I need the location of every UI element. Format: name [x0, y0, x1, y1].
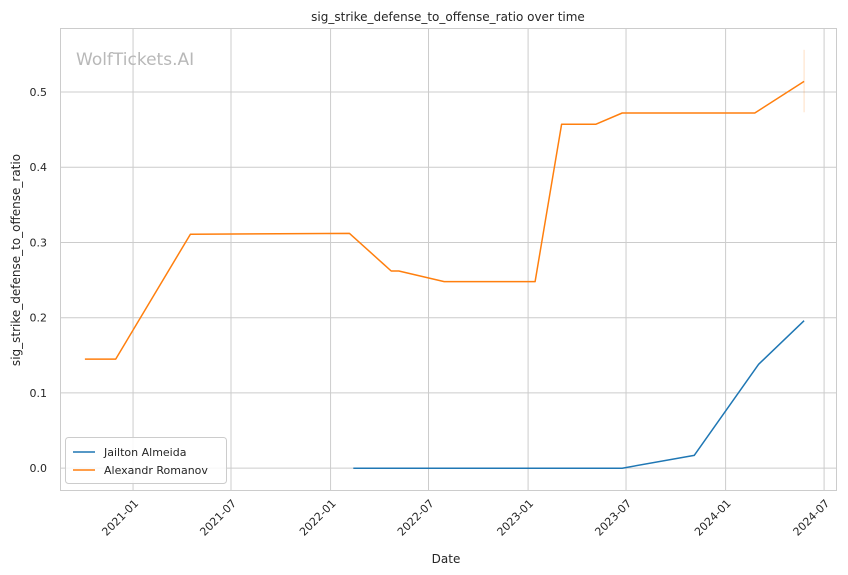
x-tick-label: 2021-01 [99, 497, 141, 539]
y-axis-title: sig_strike_defense_to_offense_ratio [9, 154, 23, 366]
series-lines [84, 49, 805, 469]
plot-area [60, 28, 837, 491]
x-tick-label: 2024-07 [791, 497, 833, 539]
y-tick-label: 0.5 [30, 86, 48, 99]
y-tick-label: 0.3 [30, 236, 48, 249]
chart-title: sig_strike_defense_to_offense_ratio over… [311, 10, 585, 24]
legend-label: Jailton Almeida [103, 446, 186, 459]
y-tick-label: 0.4 [30, 161, 48, 174]
series-line-1 [84, 80, 805, 360]
legend-box [65, 437, 227, 484]
x-tick-label: 2023-01 [495, 497, 537, 539]
x-axis-title: Date [432, 552, 461, 566]
y-tick-label: 0.1 [30, 387, 48, 400]
y-tick-label: 0.2 [30, 312, 48, 325]
x-tick-label: 2023-07 [592, 497, 634, 539]
y-tick-label: 0.0 [30, 462, 48, 475]
x-tick-label: 2024-01 [692, 497, 734, 539]
x-tick-label: 2022-07 [395, 497, 437, 539]
x-tick-label: 2021-07 [197, 497, 239, 539]
grid [60, 28, 836, 490]
legend-label: Alexandr Romanov [104, 464, 208, 477]
series-line-0 [353, 320, 805, 469]
legend: Jailton Almeida Alexandr Romanov [65, 437, 227, 484]
watermark: WolfTickets.AI [76, 50, 194, 70]
x-tick-label: 2022-01 [297, 497, 339, 539]
